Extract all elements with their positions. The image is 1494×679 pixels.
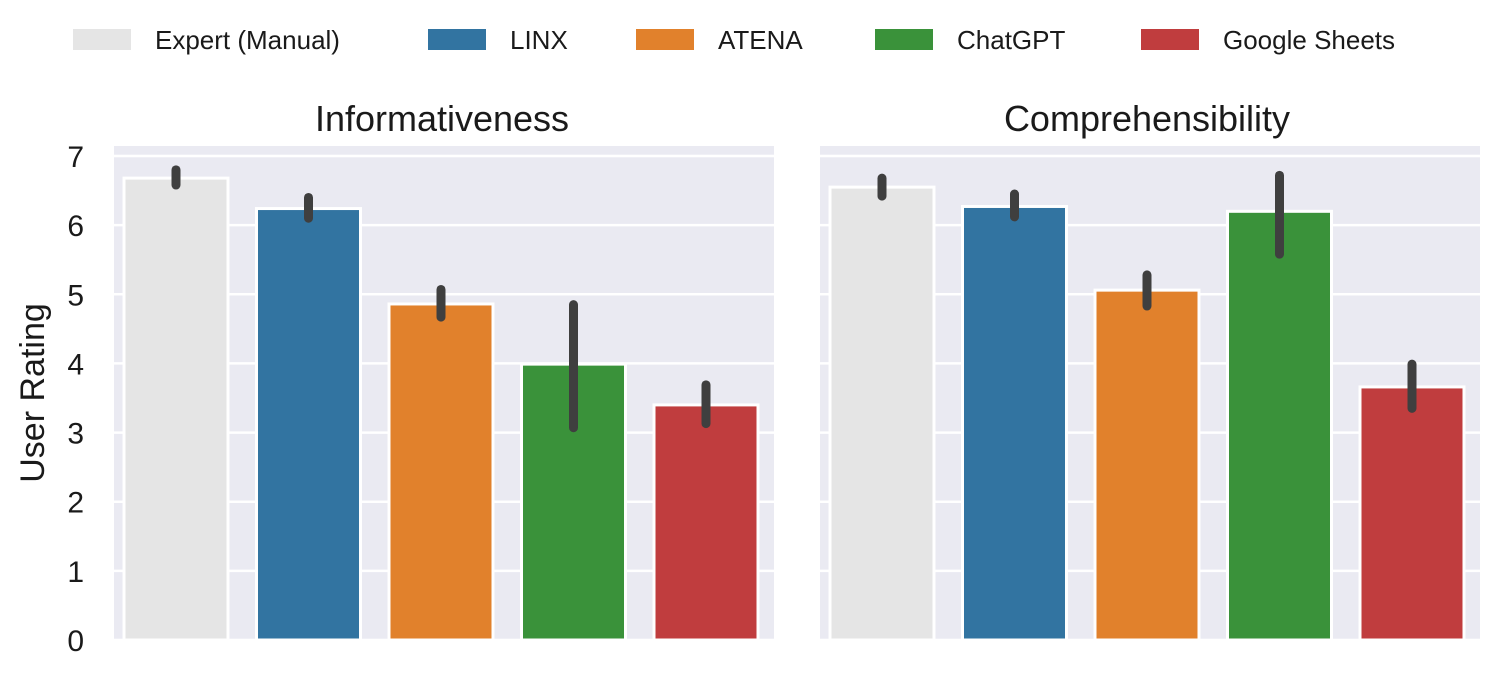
bar-chatgpt (1226, 209, 1333, 642)
y-tick-label: 5 (67, 279, 84, 312)
legend-swatch (428, 29, 486, 50)
legend-item: Google Sheets (1141, 25, 1395, 55)
bar-google-sheets (652, 403, 760, 642)
y-tick-label: 7 (67, 141, 84, 174)
panel-title: Comprehensibility (1004, 98, 1290, 139)
bar-atena (387, 302, 495, 642)
bar-linx (961, 204, 1068, 642)
bar-expert-manual (828, 185, 936, 642)
bar-expert-manual (122, 176, 230, 642)
legend-label: LINX (510, 25, 568, 55)
legend-label: ChatGPT (957, 25, 1065, 55)
y-tick-label: 0 (67, 625, 84, 658)
chart-panel-left: Informativeness (114, 98, 774, 642)
y-tick-label: 3 (67, 418, 84, 451)
legend-item: ATENA (636, 25, 803, 55)
legend-swatch (1141, 29, 1199, 50)
y-tick-label: 6 (67, 210, 84, 243)
legend-swatch (875, 29, 933, 50)
legend-swatch (636, 29, 694, 50)
bar-google-sheets (1358, 385, 1466, 642)
legend-item: ChatGPT (875, 25, 1065, 55)
legend-item: LINX (428, 25, 568, 55)
legend-label: ATENA (718, 25, 803, 55)
legend-item: Expert (Manual) (73, 25, 340, 55)
legend-label: Expert (Manual) (155, 25, 340, 55)
legend-swatch (73, 29, 131, 50)
bar-atena (1093, 288, 1201, 642)
legend-label: Google Sheets (1223, 25, 1395, 55)
chart-legend: Expert (Manual) LINX ATENA ChatGPT Google Sh… (73, 25, 1395, 55)
y-axis-label: User Rating (14, 303, 52, 483)
y-tick-label: 2 (67, 487, 84, 520)
chart-panel-right: Comprehensibility (820, 98, 1480, 642)
bar-linx (255, 207, 362, 642)
y-tick-label: 4 (67, 348, 84, 381)
panel-title: Informativeness (315, 98, 569, 139)
y-tick-label: 1 (67, 556, 84, 589)
